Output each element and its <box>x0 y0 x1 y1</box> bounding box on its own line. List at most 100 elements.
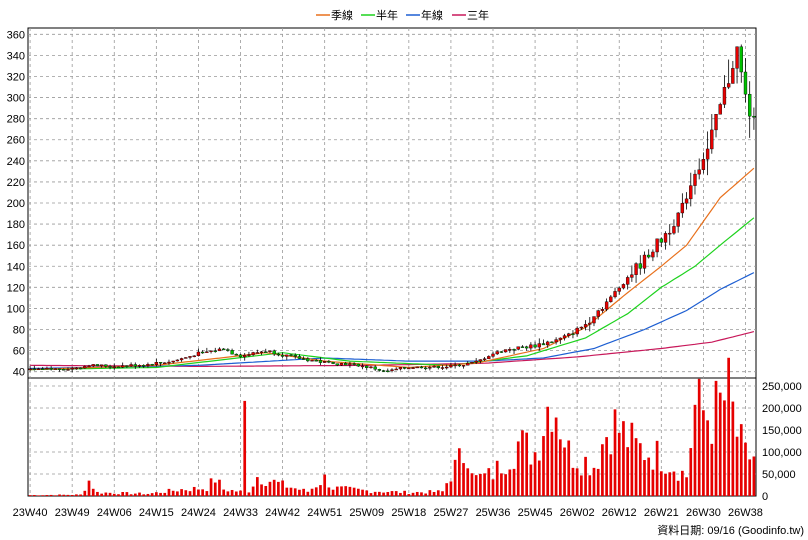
volume-bar <box>361 489 364 496</box>
candle-body <box>53 368 58 370</box>
volume-bar <box>70 494 74 496</box>
candle-body <box>268 350 272 353</box>
candlestick <box>558 337 562 344</box>
candle-body <box>276 353 281 356</box>
candle-body <box>339 363 344 366</box>
candlestick <box>179 357 184 362</box>
candle-body <box>192 355 196 358</box>
candle-body <box>503 349 508 353</box>
volume-bar <box>382 492 385 496</box>
candlestick <box>297 354 302 360</box>
candlestick <box>259 350 264 356</box>
volume-bar <box>474 475 478 496</box>
volume-bar <box>647 457 651 496</box>
candle-body <box>62 369 66 371</box>
volume-bar <box>386 492 390 496</box>
candle-body <box>360 365 365 368</box>
candle-body <box>668 232 672 235</box>
volume-bar <box>226 491 230 496</box>
candle-body <box>251 352 255 355</box>
candlestick <box>255 349 260 354</box>
volume-bar <box>108 492 112 496</box>
candlestick <box>310 359 314 362</box>
candlestick <box>680 193 685 218</box>
volume-bar <box>697 378 701 496</box>
candlestick <box>672 219 676 235</box>
volume-bar <box>702 410 705 496</box>
candlestick <box>550 341 554 344</box>
candlestick <box>419 365 424 369</box>
volume-bar <box>298 489 301 496</box>
volume-bar <box>142 494 146 496</box>
candle-body <box>335 363 339 366</box>
candle-body <box>634 263 638 275</box>
candlesticks <box>28 44 756 373</box>
volume-bar <box>146 493 150 496</box>
candle-body <box>163 362 167 365</box>
candle-body <box>705 148 710 160</box>
volume-bar <box>41 495 45 496</box>
candle-body <box>327 361 331 363</box>
candlestick <box>714 114 718 138</box>
candlestick <box>268 350 272 354</box>
volume-bar <box>121 492 125 496</box>
volume-bar <box>643 460 646 496</box>
candle-body <box>154 362 159 365</box>
candle-body <box>352 363 356 365</box>
volume-bar <box>525 432 529 496</box>
candle-body <box>440 367 445 369</box>
candlestick <box>365 365 369 371</box>
volume-bar <box>664 473 667 496</box>
candlestick <box>116 366 121 369</box>
volume-bar <box>83 490 87 496</box>
candle-body <box>537 343 541 348</box>
volume-bar <box>491 479 495 496</box>
candlestick <box>394 367 398 371</box>
volume-bar <box>693 404 697 496</box>
candle-body <box>482 358 487 360</box>
volume-tick-label: 0 <box>762 491 768 503</box>
candle-body <box>541 343 546 346</box>
candlestick <box>184 357 188 359</box>
candle-body <box>344 363 348 366</box>
candle-body <box>562 335 567 339</box>
ma-half-line <box>30 217 755 371</box>
candlestick <box>407 367 411 370</box>
candlestick <box>415 366 419 369</box>
candlestick <box>70 366 74 373</box>
candle-body <box>735 46 739 69</box>
candlestick <box>689 172 693 207</box>
volume-bar <box>192 486 196 496</box>
candle-body <box>129 364 133 367</box>
candlestick <box>32 365 36 371</box>
candlestick <box>146 362 150 368</box>
volume-bar <box>432 491 436 496</box>
candle-body <box>722 86 727 105</box>
x-tick-label: 25W45 <box>518 507 553 519</box>
candlestick <box>95 364 100 367</box>
candle-body <box>495 351 499 355</box>
candle-body <box>752 115 756 118</box>
x-tick-label: 26W21 <box>644 507 679 519</box>
x-tick-label: 25W18 <box>391 507 426 519</box>
volume-bar <box>264 486 268 496</box>
legend-label-quarter: 季線 <box>331 8 353 22</box>
volume-bar <box>550 431 554 496</box>
volume-bar <box>457 448 461 496</box>
candle-body <box>78 367 83 370</box>
volume-bar <box>205 491 209 496</box>
candlestick <box>314 359 318 362</box>
candle-body <box>647 254 651 258</box>
candlestick <box>625 275 630 290</box>
candle-body <box>516 346 520 350</box>
candlestick <box>83 365 87 369</box>
price-tick-label: 160 <box>7 240 25 252</box>
candle-body <box>95 364 100 367</box>
volume-bar <box>718 392 722 496</box>
candle-body <box>386 370 390 373</box>
candlestick <box>238 353 243 358</box>
volume-bar <box>150 493 154 496</box>
candle-body <box>322 361 327 363</box>
candlestick <box>285 354 289 361</box>
candlestick <box>78 367 83 370</box>
